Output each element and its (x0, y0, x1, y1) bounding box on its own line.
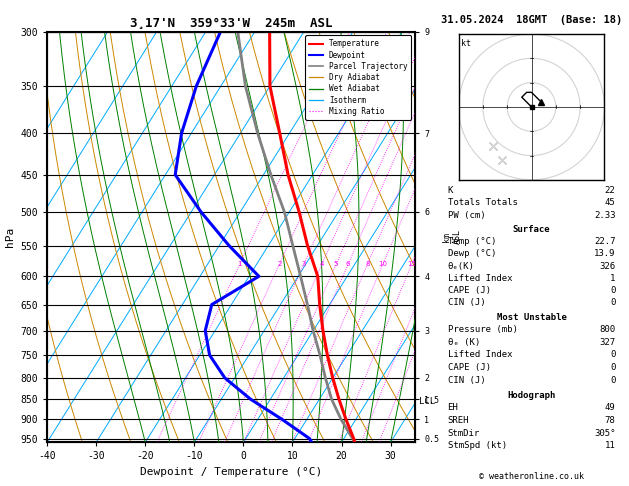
Text: Dewp (°C): Dewp (°C) (448, 249, 496, 259)
Text: CAPE (J): CAPE (J) (448, 363, 491, 372)
Text: 5: 5 (334, 261, 338, 267)
Text: Lifted Index: Lifted Index (448, 350, 512, 360)
Text: EH: EH (448, 403, 459, 412)
Text: CAPE (J): CAPE (J) (448, 286, 491, 295)
Text: Totals Totals: Totals Totals (448, 198, 518, 208)
Text: Pressure (mb): Pressure (mb) (448, 325, 518, 334)
Text: 800: 800 (599, 325, 615, 334)
Text: 1: 1 (610, 274, 615, 283)
Text: 0: 0 (610, 298, 615, 307)
Text: 0: 0 (610, 350, 615, 360)
Text: 10: 10 (378, 261, 387, 267)
Text: 45: 45 (604, 198, 615, 208)
Text: Hodograph: Hodograph (508, 391, 555, 399)
Text: 0: 0 (610, 363, 615, 372)
Text: 2.33: 2.33 (594, 210, 615, 220)
Text: 0: 0 (610, 376, 615, 384)
Legend: Temperature, Dewpoint, Parcel Trajectory, Dry Adiabat, Wet Adiabat, Isotherm, Mi: Temperature, Dewpoint, Parcel Trajectory… (305, 35, 411, 120)
Text: StmDir: StmDir (448, 429, 480, 437)
Text: 1: 1 (237, 261, 242, 267)
Text: 78: 78 (604, 416, 615, 425)
Text: Lifted Index: Lifted Index (448, 274, 512, 283)
Text: StmSpd (kt): StmSpd (kt) (448, 441, 507, 450)
Text: θₑ (K): θₑ (K) (448, 338, 480, 347)
Text: Surface: Surface (513, 225, 550, 234)
Text: CIN (J): CIN (J) (448, 376, 485, 384)
Text: 11: 11 (604, 441, 615, 450)
Text: 4: 4 (320, 261, 324, 267)
Text: CIN (J): CIN (J) (448, 298, 485, 307)
Text: 0: 0 (610, 286, 615, 295)
Text: 327: 327 (599, 338, 615, 347)
Text: 15: 15 (407, 261, 416, 267)
Text: 31.05.2024  18GMT  (Base: 18): 31.05.2024 18GMT (Base: 18) (441, 15, 622, 25)
Text: Temp (°C): Temp (°C) (448, 237, 496, 246)
Text: 13.9: 13.9 (594, 249, 615, 259)
Text: 2: 2 (277, 261, 281, 267)
Text: 22: 22 (604, 186, 615, 195)
Text: kt: kt (461, 39, 471, 48)
Text: PW (cm): PW (cm) (448, 210, 485, 220)
Text: 305°: 305° (594, 429, 615, 437)
Text: θₑ(K): θₑ(K) (448, 261, 474, 271)
Text: 326: 326 (599, 261, 615, 271)
Text: LCL: LCL (419, 397, 435, 406)
Text: SREH: SREH (448, 416, 469, 425)
Y-axis label: km
ASL: km ASL (442, 229, 461, 244)
Text: 22.7: 22.7 (594, 237, 615, 246)
Text: 6: 6 (346, 261, 350, 267)
Text: © weatheronline.co.uk: © weatheronline.co.uk (479, 472, 584, 481)
Text: 8: 8 (365, 261, 370, 267)
Y-axis label: hPa: hPa (5, 227, 15, 247)
Text: Most Unstable: Most Unstable (496, 313, 567, 322)
Title: 3¸17'N  359°33'W  245m  ASL: 3¸17'N 359°33'W 245m ASL (130, 17, 332, 31)
Text: K: K (448, 186, 453, 195)
Text: 3: 3 (301, 261, 306, 267)
Text: 49: 49 (604, 403, 615, 412)
X-axis label: Dewpoint / Temperature (°C): Dewpoint / Temperature (°C) (140, 467, 322, 477)
